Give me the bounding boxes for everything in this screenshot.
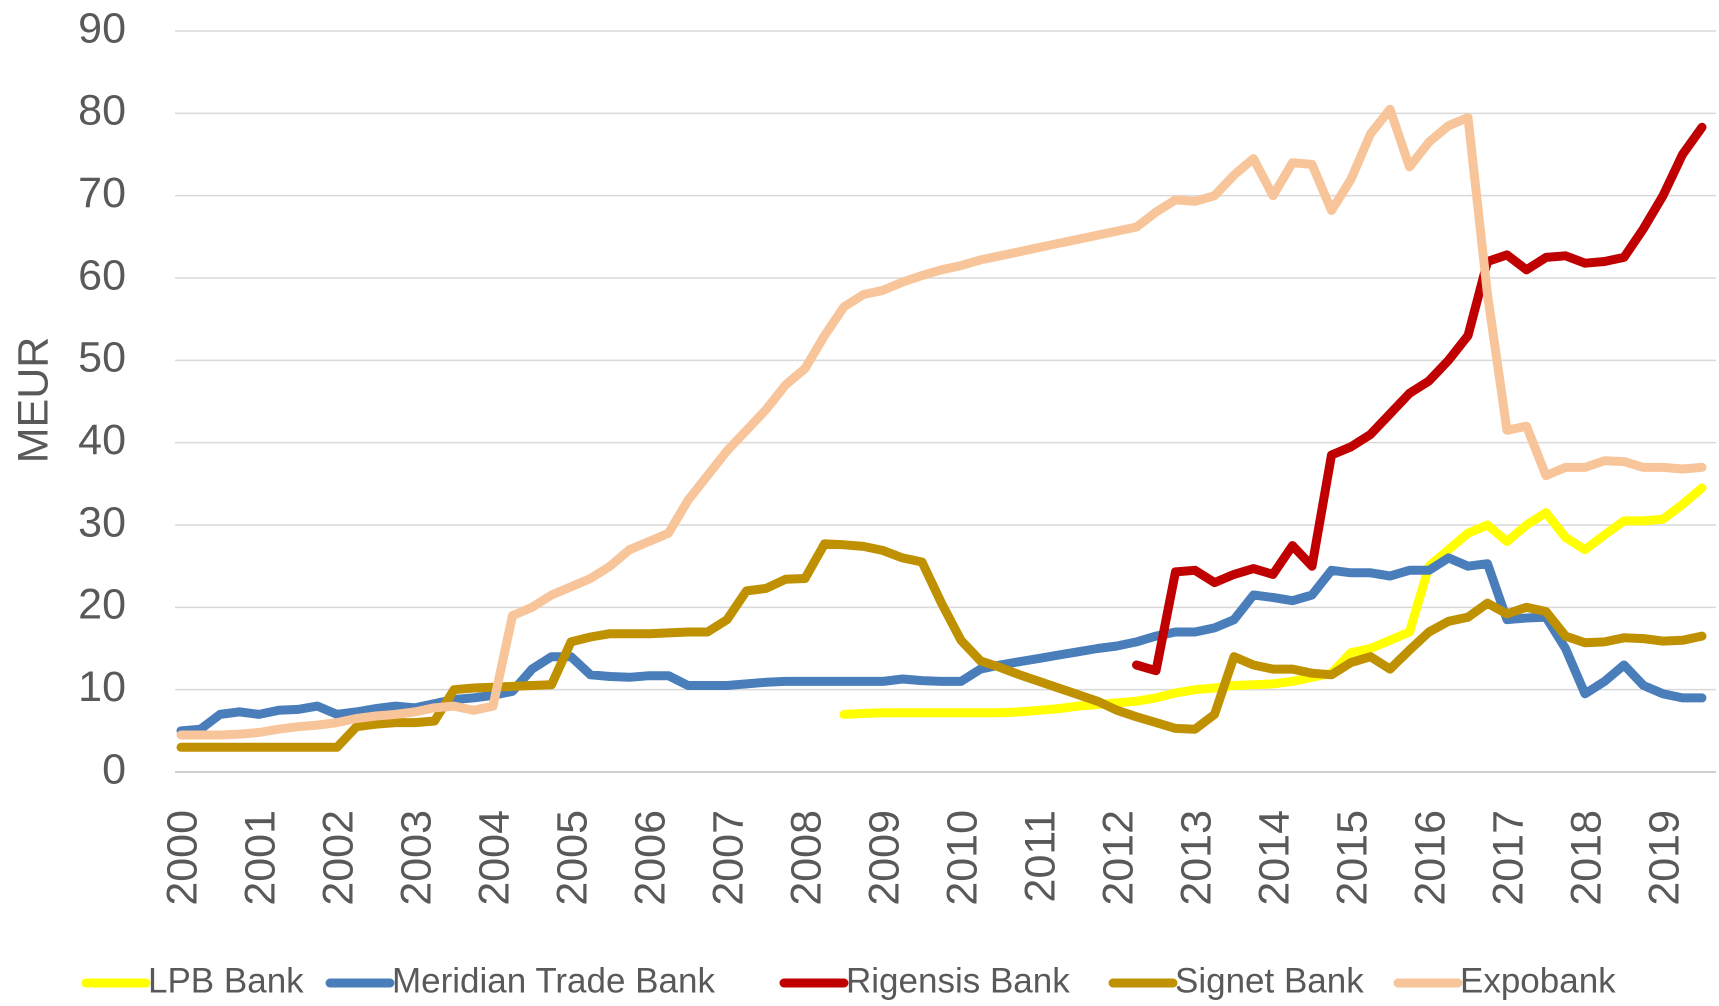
x-tick-label: 2011 <box>1016 810 1064 902</box>
x-tick-label: 2003 <box>392 810 440 906</box>
x-tick-label: 2012 <box>1094 810 1142 906</box>
legend-label: Signet Bank <box>1175 961 1364 1000</box>
series-line <box>176 104 1707 740</box>
legend-label: Meridian Trade Bank <box>392 961 715 1000</box>
legend-label: Rigensis Bank <box>846 961 1070 1000</box>
y-tick-label: 60 <box>78 251 126 299</box>
series-line <box>1132 122 1707 676</box>
y-tick-label: 80 <box>78 87 126 135</box>
x-tick-label: 2001 <box>236 810 284 906</box>
x-tick-label: 2013 <box>1172 810 1220 906</box>
x-tick-label: 2007 <box>704 810 752 906</box>
y-tick-label: 50 <box>78 334 126 382</box>
y-tick-label: 70 <box>78 169 126 217</box>
x-tick-label: 2008 <box>782 810 830 906</box>
y-tick-label: 40 <box>78 416 126 464</box>
series-line <box>176 539 1707 752</box>
x-tick-label: 2017 <box>1484 810 1532 906</box>
y-tick-label: 0 <box>102 745 126 793</box>
legend-label: Expobank <box>1460 961 1616 1000</box>
x-tick-label: 2016 <box>1406 810 1454 906</box>
y-tick-label: 20 <box>78 581 126 629</box>
series-line <box>176 553 1707 736</box>
x-tick-label: 2000 <box>158 810 206 906</box>
x-tick-label: 2010 <box>938 810 986 906</box>
y-tick-label: 90 <box>78 4 126 52</box>
legend-label: LPB Bank <box>148 961 304 1000</box>
x-tick-label: 2004 <box>470 810 518 906</box>
x-tick-label: 2006 <box>626 810 674 906</box>
x-tick-label: 2005 <box>548 810 596 906</box>
x-tick-label: 2015 <box>1328 810 1376 906</box>
y-tick-label: 10 <box>78 663 126 711</box>
x-tick-label: 2014 <box>1250 810 1298 906</box>
series-line <box>839 483 1707 719</box>
y-tick-label: 30 <box>78 498 126 546</box>
x-tick-label: 2018 <box>1562 810 1610 906</box>
y-axis-label: MEUR <box>9 337 57 464</box>
x-tick-label: 2009 <box>860 810 908 906</box>
x-tick-label: 2019 <box>1640 810 1688 906</box>
x-tick-label: 2002 <box>314 810 362 906</box>
